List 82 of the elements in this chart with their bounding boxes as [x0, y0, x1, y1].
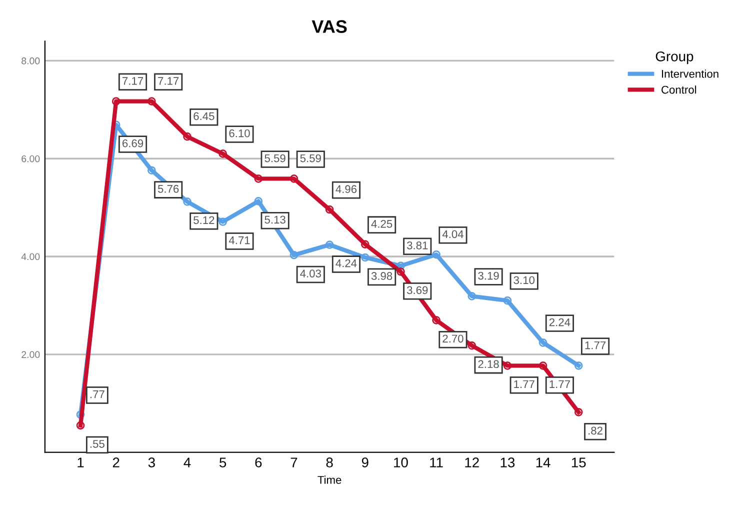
point — [218, 150, 227, 158]
data-label: 1.77 — [550, 380, 570, 388]
x-tick-label: 12 — [465, 458, 479, 468]
point — [254, 197, 263, 206]
point — [503, 296, 512, 305]
data-label: 4.71 — [228, 236, 250, 244]
x-tick-label: 3 — [148, 458, 155, 468]
data-label: 5.76 — [158, 184, 179, 193]
data-label: 7.17 — [122, 77, 144, 85]
x-tick-label: 7 — [290, 458, 298, 468]
point — [290, 174, 298, 183]
data-label: 3.69 — [406, 286, 428, 294]
x-tick-label: 13 — [500, 458, 515, 468]
data-label: 4.25 — [371, 220, 392, 228]
point — [360, 253, 370, 262]
point — [468, 292, 476, 300]
y-tick-label: 4.00 — [21, 253, 40, 260]
data-label: 4.04 — [442, 230, 464, 238]
data-label: 5.12 — [194, 216, 214, 224]
chart-title: VAS — [312, 20, 347, 33]
legend-label: Intervention — [662, 70, 718, 78]
x-tick-label: 2 — [112, 458, 120, 468]
data-label: .77 — [90, 390, 104, 398]
point — [538, 362, 548, 370]
legend-label: Control — [662, 86, 696, 94]
data-label: 5.59 — [264, 154, 286, 162]
data-label: 5.59 — [300, 154, 321, 162]
data-label: 6.10 — [229, 129, 250, 138]
point — [183, 132, 192, 141]
point — [112, 97, 120, 106]
x-tick-label: 15 — [572, 458, 586, 468]
legend-title: Group — [656, 51, 694, 64]
x-tick-label: 9 — [362, 458, 368, 468]
point — [360, 240, 370, 248]
point — [254, 174, 263, 183]
data-label: 2.18 — [478, 360, 499, 368]
x-tick-label: 8 — [326, 458, 333, 468]
y-tick-label: 8.00 — [22, 57, 40, 64]
data-label: 1.77 — [514, 380, 534, 388]
point — [290, 250, 298, 260]
x-axis-title: Time — [318, 476, 342, 484]
data-label: 2.24 — [549, 318, 570, 326]
point — [503, 362, 512, 370]
data-label: 4.96 — [336, 185, 357, 194]
point — [76, 410, 85, 419]
point — [183, 198, 192, 206]
point — [325, 205, 334, 214]
point — [432, 250, 440, 259]
data-label: 3.81 — [406, 241, 428, 250]
data-label: 3.19 — [478, 272, 499, 280]
data-label: 3.98 — [371, 272, 392, 280]
data-label: 3.10 — [514, 276, 534, 284]
x-tick-label: 6 — [255, 458, 262, 468]
y-tick-label: 6.00 — [22, 155, 40, 162]
point — [148, 97, 156, 106]
point — [432, 316, 440, 324]
point — [574, 362, 583, 370]
data-label: .55 — [90, 440, 104, 448]
point — [148, 166, 156, 175]
data-label: 5.13 — [264, 216, 286, 224]
data-label: 4.24 — [336, 259, 357, 268]
point — [325, 240, 334, 249]
point — [396, 268, 405, 276]
point — [468, 341, 476, 350]
x-tick-label: 14 — [536, 458, 550, 468]
data-label: 2.70 — [442, 334, 464, 343]
point — [218, 218, 227, 226]
data-label: 6.69 — [122, 139, 144, 148]
x-tick-label: 5 — [220, 458, 226, 468]
data-label: 7.17 — [158, 77, 179, 85]
point — [538, 338, 548, 347]
x-tick-label: 4 — [184, 458, 191, 468]
point — [76, 421, 85, 430]
x-tick-label: 1 — [78, 458, 84, 468]
data-label: 1.77 — [585, 341, 606, 350]
y-tick-label: 2.00 — [22, 351, 40, 358]
data-label: .82 — [588, 426, 602, 435]
data-label: 4.03 — [300, 270, 321, 278]
x-tick-label: 11 — [430, 458, 443, 468]
point — [574, 408, 583, 416]
data-label: 6.45 — [194, 112, 214, 120]
x-tick-label: 10 — [394, 458, 408, 468]
